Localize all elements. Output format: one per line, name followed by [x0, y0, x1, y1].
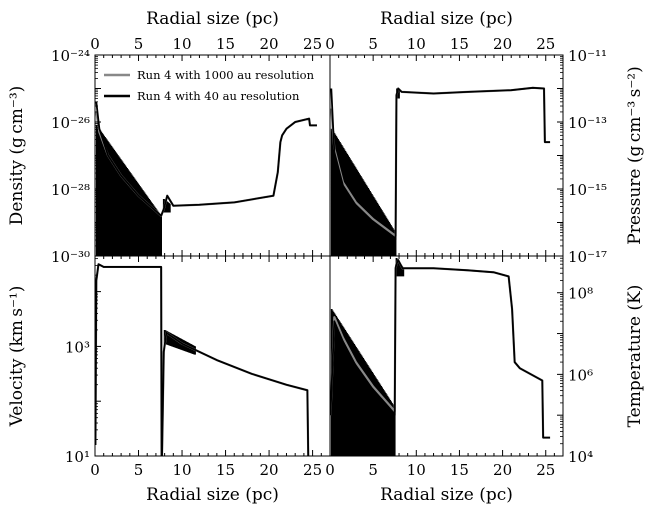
velocity-y-axis-label: Velocity (km s⁻¹) [7, 286, 27, 428]
velocity-ytick-label: 10¹ [65, 448, 90, 466]
legend-label-1: Run 4 with 40 au resolution [137, 89, 300, 103]
x-tick-label: 25 [303, 461, 322, 479]
temperature-series-group [330, 258, 551, 439]
x-tick-label: 0 [90, 461, 100, 479]
x-axis-label-top-left: Radial size (pc) [146, 9, 279, 29]
x-tick-label: 0 [325, 461, 335, 479]
density-series-line-1 [95, 101, 317, 217]
x-tick-label: 0 [90, 35, 100, 53]
temperature-frame [329, 255, 564, 457]
x-tick-label: 5 [134, 461, 144, 479]
x-tick-label: 15 [450, 35, 469, 53]
legend-label-0: Run 4 with 1000 au resolution [137, 68, 315, 82]
density-y-axis-label: Density (g cm⁻³) [7, 86, 27, 226]
x-tick-label: 20 [260, 35, 279, 53]
x-tick-label: 10 [407, 35, 426, 53]
legend: Run 4 with 1000 au resolution Run 4 with … [104, 68, 315, 103]
x-tick-label: 0 [325, 35, 335, 53]
temperature-series-line-1 [330, 259, 551, 439]
temperature-ytick-label: 10⁸ [568, 285, 593, 303]
velocity-frame [94, 255, 331, 457]
density-series-group [95, 101, 317, 217]
density-oscillation-band [95, 125, 162, 256]
velocity-ytick-label: 10³ [65, 338, 90, 356]
x-tick-label: 10 [172, 461, 191, 479]
x-tick-label: 5 [134, 35, 144, 53]
x-tick-label: 15 [216, 35, 235, 53]
x-axis-label-bottom-left: Radial size (pc) [146, 485, 279, 505]
x-tick-label: 15 [450, 461, 469, 479]
pressure-ytick-label: 10⁻¹⁷ [568, 248, 607, 266]
x-tick-label: 10 [407, 461, 426, 479]
x-tick-label: 20 [260, 461, 279, 479]
velocity-series-line-0 [95, 263, 310, 456]
x-axis-label-bottom-right: Radial size (pc) [380, 485, 513, 505]
x-tick-label: 10 [172, 35, 191, 53]
temperature-y-axis-label: Temperature (K) [625, 285, 645, 428]
x-tick-label: 25 [303, 35, 322, 53]
velocity-series-group [95, 263, 310, 456]
pressure-series-line-1 [330, 86, 551, 241]
x-tick-label: 25 [536, 461, 555, 479]
velocity-series-line-1 [95, 263, 310, 456]
pressure-series-group [330, 86, 551, 241]
pressure-ytick-label: 10⁻¹⁵ [568, 181, 607, 199]
temperature-ytick-label: 10⁴ [568, 448, 593, 466]
pressure-ytick-label: 10⁻¹¹ [568, 47, 607, 65]
density-ytick-label: 10⁻²⁶ [51, 114, 90, 132]
x-tick-label: 25 [536, 35, 555, 53]
x-tick-label: 20 [493, 35, 512, 53]
x-tick-label: 15 [216, 461, 235, 479]
density-ytick-label: 10⁻²⁸ [51, 181, 90, 199]
x-axis-label-top-right: Radial size (pc) [380, 9, 513, 29]
pressure-ytick-label: 10⁻¹³ [568, 114, 607, 132]
density-ytick-label: 10⁻²⁴ [51, 47, 90, 65]
pressure-oscillation-band [330, 128, 397, 256]
x-tick-label: 20 [493, 461, 512, 479]
temperature-ytick-label: 10⁶ [568, 366, 593, 384]
x-tick-label: 5 [368, 461, 378, 479]
pressure-y-axis-label: Pressure (g cm⁻³ s⁻²) [625, 66, 645, 245]
x-tick-label: 5 [368, 35, 378, 53]
density-ytick-label: 10⁻³⁰ [51, 248, 90, 266]
